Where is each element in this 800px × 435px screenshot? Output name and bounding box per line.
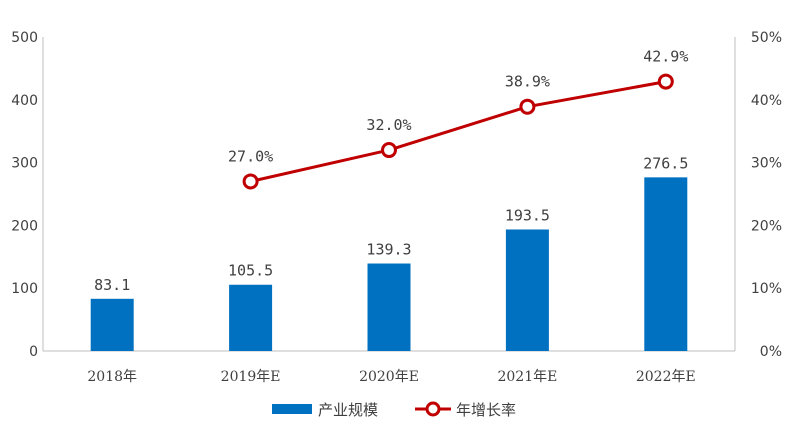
left-tick-label: 100 — [11, 281, 38, 297]
line-value-label: 32.0% — [366, 116, 411, 134]
line-marker — [242, 173, 259, 190]
growth-line — [250, 80, 667, 183]
bar-series — [90, 177, 688, 351]
category-label: 2020年E — [359, 369, 419, 385]
bar-value-label: 193.5 — [505, 206, 550, 224]
right-tick-label: 40% — [751, 93, 782, 109]
category-labels: 2018年 2019年E 2020年E 2021年E 2022年E — [87, 369, 695, 385]
right-tick-label: 30% — [751, 156, 782, 172]
left-tick-label: 0 — [29, 344, 38, 360]
left-axis-ticks: 0 100 200 300 400 500 — [11, 30, 38, 360]
right-tick-label: 50% — [751, 30, 782, 46]
right-tick-label: 0% — [760, 344, 782, 360]
bar — [229, 284, 273, 351]
line-data-labels: 27.0% 32.0% 38.9% 42.9% — [228, 48, 688, 166]
line-value-label: 27.0% — [228, 147, 273, 165]
line-series — [242, 73, 674, 190]
bar — [367, 263, 411, 351]
right-axis-ticks: 0% 10% 20% 30% 40% 50% — [751, 30, 782, 360]
right-tick-label: 20% — [751, 218, 782, 234]
bar — [505, 229, 549, 351]
legend-marker-line — [425, 401, 441, 417]
line-marker — [519, 98, 536, 115]
category-label: 2022年E — [636, 369, 696, 385]
legend-label-line: 年增长率 — [456, 401, 516, 419]
line-value-label: 38.9% — [505, 73, 550, 91]
left-tick-label: 400 — [11, 93, 38, 109]
right-tick-label: 10% — [751, 281, 782, 297]
line-marker — [657, 73, 674, 90]
category-label: 2019年E — [221, 369, 281, 385]
left-tick-label: 300 — [11, 156, 38, 172]
line-marker — [381, 142, 397, 159]
bar-value-label: 139.3 — [366, 241, 411, 259]
left-tick-label: 500 — [11, 30, 38, 46]
bar-value-label: 105.5 — [228, 262, 273, 280]
line-value-label: 42.9% — [643, 48, 688, 66]
legend-label-bar: 产业规模 — [318, 401, 378, 419]
bar — [644, 177, 688, 351]
bar-value-label: 276.5 — [643, 154, 688, 172]
bar-value-label: 83.1 — [94, 276, 130, 294]
legend: 产业规模 年增长率 — [272, 401, 516, 419]
category-label: 2018年 — [87, 369, 137, 385]
category-label: 2021年E — [497, 369, 557, 385]
left-tick-label: 200 — [11, 218, 38, 234]
bar — [90, 298, 134, 351]
legend-swatch-bar — [272, 404, 312, 414]
bar-data-labels: 83.1 105.5 139.3 193.5 276.5 — [94, 154, 688, 293]
